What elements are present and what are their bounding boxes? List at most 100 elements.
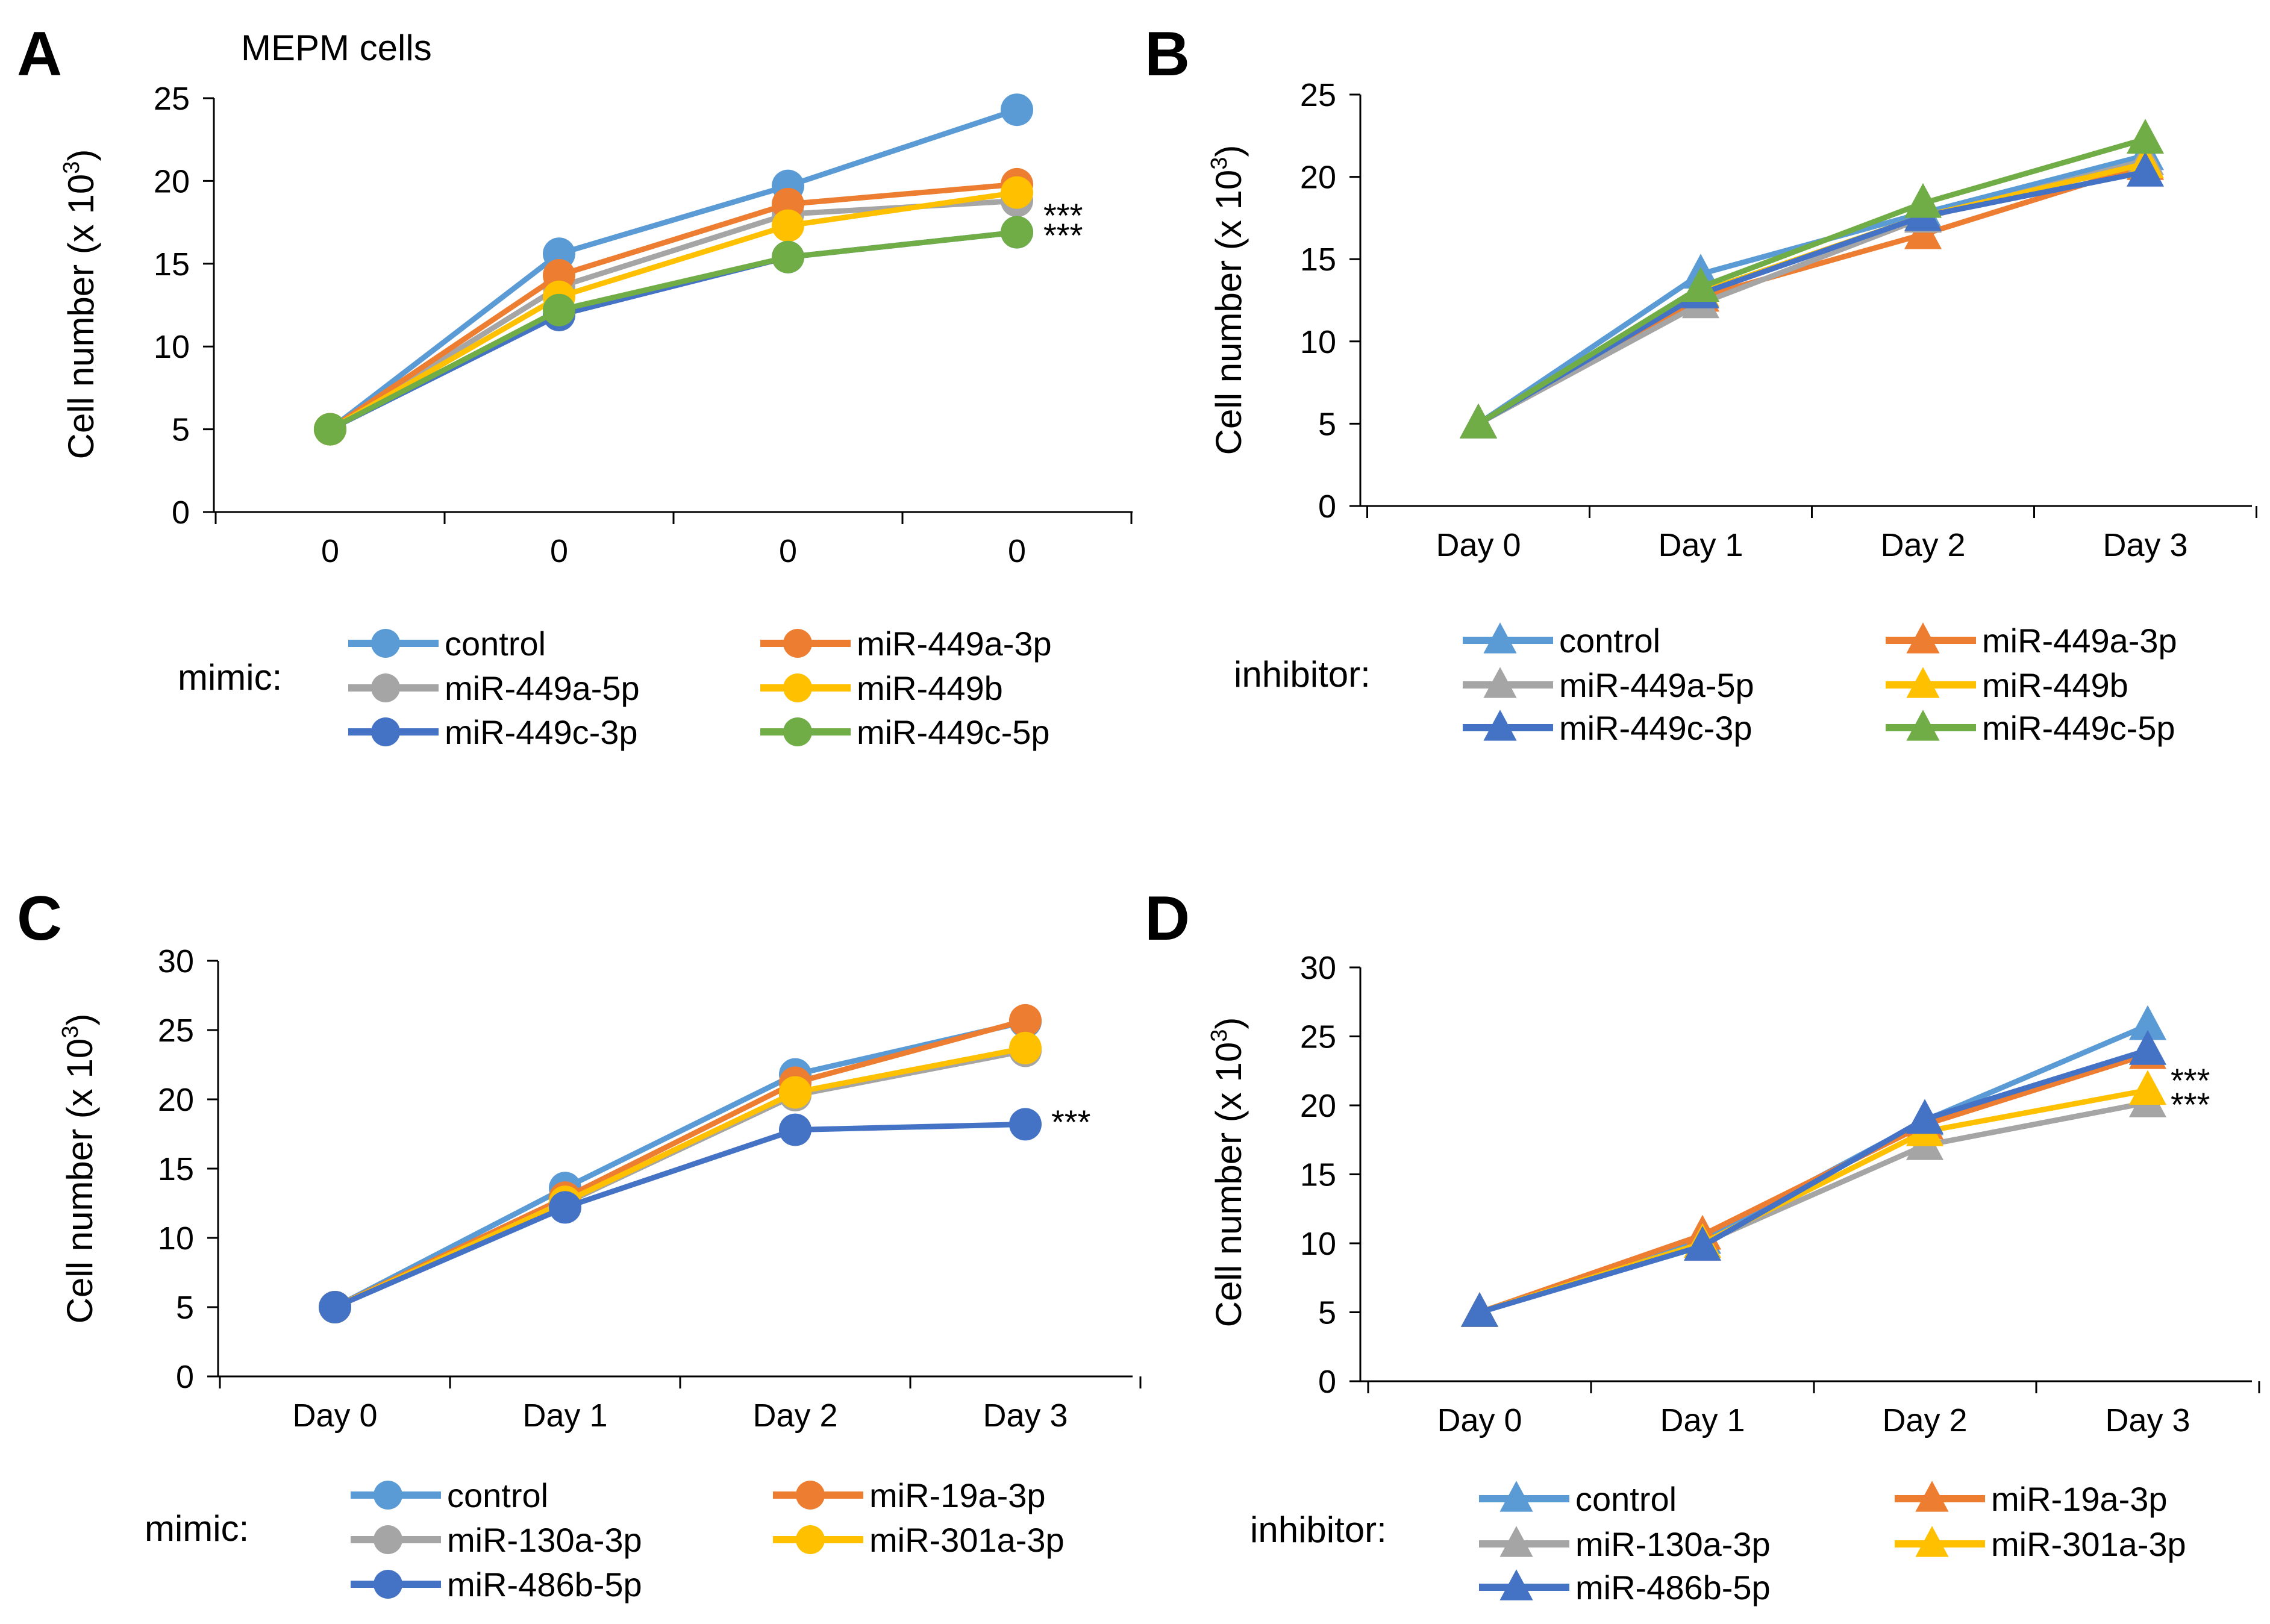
x-tick-label: Day 2 bbox=[1880, 527, 1965, 563]
y-tick-label: 5 bbox=[176, 1290, 194, 1326]
y-tick-label: 15 bbox=[1300, 1157, 1336, 1193]
legend: inhibitor: control miR-449a-3p miR-449a-5p m… bbox=[1234, 622, 2177, 747]
series-miR-130a-3p bbox=[1460, 1082, 2167, 1327]
panel-letter: A bbox=[17, 19, 62, 89]
x-tick-label: Day 1 bbox=[522, 1398, 607, 1434]
series-miR-449c-5p bbox=[314, 216, 1033, 446]
series-miR-449b bbox=[314, 176, 1033, 446]
legend-prefix: mimic: bbox=[145, 1508, 249, 1549]
data-point bbox=[1681, 267, 1720, 302]
x-tick-label: 0 bbox=[779, 533, 797, 569]
legend-label: control bbox=[1575, 1480, 1677, 1518]
data-point bbox=[1906, 1099, 1944, 1134]
series-miR-449c-5p bbox=[1459, 119, 2165, 439]
y-tick-label: 0 bbox=[1318, 489, 1336, 525]
series-control bbox=[314, 93, 1033, 446]
legend-label: miR-130a-3p bbox=[1575, 1525, 1771, 1563]
legend-swatch-marker bbox=[1499, 1481, 1533, 1512]
x-tick-label: Day 1 bbox=[1660, 1402, 1745, 1438]
legend-entry: miR-449a-3p bbox=[1886, 622, 2177, 660]
y-tick-label: 5 bbox=[172, 412, 190, 448]
y-axis-label-superscript: 3 bbox=[58, 1026, 83, 1038]
data-point bbox=[543, 293, 575, 326]
y-tick-label: 5 bbox=[1318, 406, 1336, 442]
y-axis-label: Cell number (x 103) bbox=[1207, 145, 1249, 455]
series-line bbox=[334, 1121, 1026, 1310]
series-control bbox=[319, 1005, 1042, 1323]
significance-label: *** bbox=[1051, 1103, 1090, 1141]
y-axis-label: Cell number (x 103) bbox=[58, 1014, 100, 1324]
chart-panel-d: D 0 5 10 15 20 25 30 Day 0 Day 1 Day 2 Day 3 Cell nu… bbox=[1145, 884, 2260, 1607]
legend-swatch-marker bbox=[1499, 1526, 1533, 1557]
series-line bbox=[328, 190, 1018, 432]
legend-label: miR-130a-3p bbox=[447, 1521, 642, 1559]
legend-swatch-marker bbox=[374, 1525, 402, 1554]
legend-label: miR-301a-3p bbox=[869, 1521, 1065, 1559]
series-miR-130a-3p bbox=[319, 1034, 1042, 1323]
chart-panel-a: A MEPM cells 0 5 10 15 20 25 0 0 0 0 Cell number (x … bbox=[17, 19, 1133, 751]
y-axis-label-text: Cell number (x 10 bbox=[61, 174, 101, 460]
legend-swatch-marker bbox=[1483, 622, 1517, 654]
legend-entry: miR-449c-3p bbox=[1463, 709, 1753, 747]
data-point bbox=[314, 413, 346, 446]
series-line bbox=[1478, 1048, 2149, 1315]
data-point bbox=[1904, 183, 1942, 218]
legend-swatch-marker bbox=[371, 629, 400, 658]
y-axis-label: Cell number (x 103) bbox=[1207, 1017, 1249, 1328]
y-tick-label: 30 bbox=[158, 943, 194, 979]
legend-label: miR-449a-5p bbox=[1559, 666, 1754, 704]
significance-label: *** bbox=[2171, 1061, 2210, 1099]
legend-swatch-marker bbox=[783, 673, 812, 702]
legend-label: miR-449c-3p bbox=[1559, 709, 1753, 747]
y-tick-label: 25 bbox=[1300, 77, 1336, 113]
x-tick-label: Day 3 bbox=[2105, 1402, 2190, 1438]
data-point bbox=[772, 240, 804, 273]
panel-letter: C bbox=[17, 884, 62, 954]
y-tick-label: 10 bbox=[158, 1220, 194, 1257]
legend-label: miR-449c-5p bbox=[857, 713, 1050, 751]
y-tick-label: 25 bbox=[158, 1013, 194, 1049]
legend-prefix: mimic: bbox=[178, 657, 282, 698]
series-line bbox=[1477, 169, 2146, 426]
y-tick-label: 10 bbox=[154, 329, 190, 365]
legend-label: control bbox=[1559, 622, 1660, 660]
series-line bbox=[328, 181, 1018, 432]
legend-entry: miR-449a-5p bbox=[1463, 666, 1754, 704]
x-tick-label: Day 0 bbox=[1436, 527, 1521, 563]
legend-prefix: inhibitor: bbox=[1250, 1510, 1387, 1550]
y-tick-label: 15 bbox=[158, 1151, 194, 1187]
legend-swatch-marker bbox=[1906, 710, 1940, 741]
y-tick-label: 10 bbox=[1300, 1226, 1336, 1262]
series-line bbox=[1477, 157, 2146, 426]
series-miR-301a-3p bbox=[319, 1031, 1042, 1323]
legend-entry: miR-19a-3p bbox=[1895, 1480, 2168, 1518]
legend-swatch-marker bbox=[1915, 1481, 1949, 1512]
series-line bbox=[1477, 163, 2146, 426]
legend-entry: control bbox=[1463, 622, 1660, 660]
data-point bbox=[549, 1191, 581, 1224]
y-tick-label: 20 bbox=[1300, 160, 1336, 196]
y-axis-label-close: ) bbox=[60, 1014, 100, 1026]
series-miR-449a-5p bbox=[314, 184, 1033, 446]
legend-entry: miR-449c-3p bbox=[348, 713, 638, 751]
panel-letter: B bbox=[1145, 19, 1190, 89]
series-line bbox=[1478, 1023, 2149, 1315]
data-point bbox=[779, 1076, 811, 1109]
data-point bbox=[1459, 403, 1498, 439]
data-point bbox=[2128, 1070, 2167, 1105]
y-tick-label: 30 bbox=[1300, 950, 1336, 986]
legend-swatch-marker bbox=[796, 1481, 825, 1510]
legend-entry: control bbox=[1479, 1480, 1677, 1518]
series-line bbox=[328, 107, 1018, 432]
data-point bbox=[1001, 93, 1033, 126]
significance-label: *** bbox=[2171, 1085, 2210, 1123]
series-line bbox=[1477, 161, 2146, 426]
x-tick-label: 0 bbox=[1008, 533, 1026, 569]
y-tick-label: 15 bbox=[1300, 242, 1336, 278]
data-point bbox=[1001, 176, 1033, 209]
y-tick-label: 0 bbox=[172, 495, 190, 531]
series-control bbox=[1460, 1005, 2167, 1327]
x-tick-label: 0 bbox=[321, 533, 339, 569]
x-tick-label: Day 3 bbox=[983, 1398, 1068, 1434]
legend-swatch-marker bbox=[374, 1481, 402, 1510]
